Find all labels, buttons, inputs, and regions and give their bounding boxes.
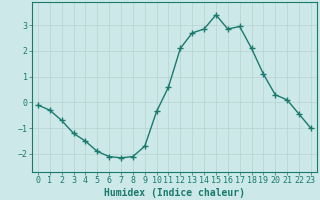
X-axis label: Humidex (Indice chaleur): Humidex (Indice chaleur): [104, 188, 245, 198]
